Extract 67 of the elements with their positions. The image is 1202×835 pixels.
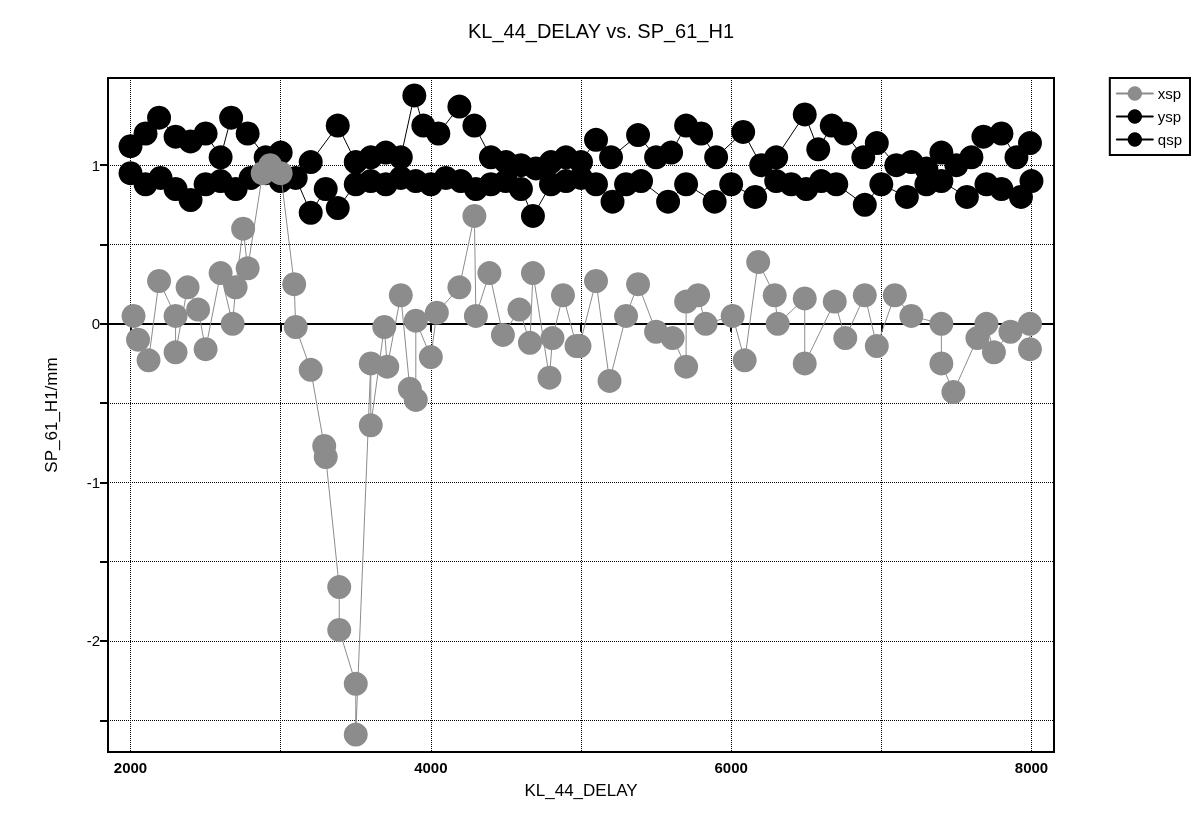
x-tick-label: 2000 xyxy=(113,759,148,776)
x-axis-title: KL_44_DELAY xyxy=(524,781,638,800)
point xyxy=(584,127,609,152)
point xyxy=(235,121,260,146)
point xyxy=(626,123,651,148)
point xyxy=(674,172,699,197)
y-tick-label: -2 xyxy=(86,632,100,650)
point xyxy=(851,145,876,170)
point xyxy=(584,172,609,197)
point xyxy=(147,105,172,130)
point xyxy=(929,140,954,165)
point xyxy=(719,172,744,197)
point xyxy=(298,200,323,225)
point xyxy=(894,184,919,209)
y-axis-title: SP_61_H1/mm xyxy=(42,357,61,473)
y-tick-label: 1 xyxy=(91,156,100,174)
point xyxy=(689,121,714,146)
point xyxy=(702,189,727,214)
x-tick-label: 4000 xyxy=(414,759,448,776)
point xyxy=(520,203,545,228)
point xyxy=(659,140,684,165)
point xyxy=(508,177,533,202)
x-tick-label: 8000 xyxy=(1014,759,1049,776)
point xyxy=(600,189,625,214)
point xyxy=(1018,131,1042,156)
point xyxy=(869,172,894,197)
point xyxy=(959,145,984,170)
legend-label: ysp xyxy=(1157,108,1182,125)
point xyxy=(989,177,1014,202)
point xyxy=(447,94,472,119)
point xyxy=(178,188,203,213)
point xyxy=(426,121,451,146)
y-tick-label: -1 xyxy=(86,473,100,491)
point xyxy=(298,150,323,175)
point xyxy=(731,119,756,144)
point xyxy=(833,121,858,146)
point xyxy=(313,177,338,202)
point xyxy=(388,145,413,170)
point xyxy=(1004,145,1029,170)
point xyxy=(599,145,624,170)
point xyxy=(208,145,233,170)
point xyxy=(989,121,1014,146)
point xyxy=(325,196,350,221)
point xyxy=(656,189,681,214)
point xyxy=(852,192,877,217)
legend-label: xsp xyxy=(1157,85,1182,102)
point xyxy=(219,105,244,130)
point xyxy=(118,134,143,159)
point xyxy=(704,145,729,170)
point xyxy=(864,131,889,156)
y-tick-label: 0 xyxy=(91,315,100,333)
point xyxy=(806,137,831,162)
point xyxy=(954,184,979,209)
point xyxy=(629,169,654,194)
point xyxy=(402,83,427,108)
point xyxy=(462,113,487,138)
point xyxy=(1019,169,1044,194)
point xyxy=(325,113,350,138)
point xyxy=(824,172,849,197)
point xyxy=(764,145,789,170)
point xyxy=(743,184,768,209)
point xyxy=(133,121,158,146)
point xyxy=(193,121,218,146)
point xyxy=(792,102,817,127)
legend-label: qsp xyxy=(1157,131,1182,148)
chart-title: KL_44_DELAY vs. SP_61_H1 xyxy=(467,20,735,43)
x-tick-label: 6000 xyxy=(714,759,748,776)
